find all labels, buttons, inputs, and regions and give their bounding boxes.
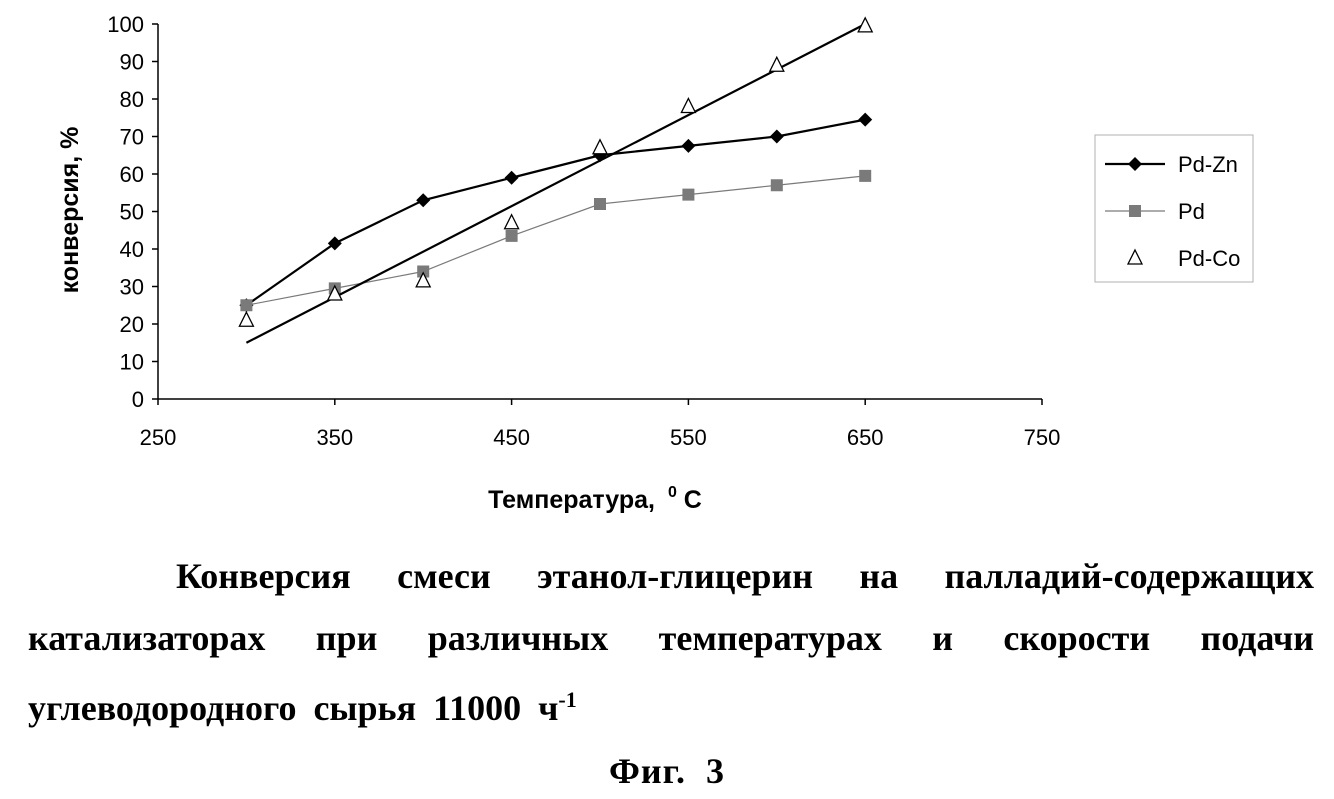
y-axis-title: конверсия, % <box>56 127 84 294</box>
marker-diamond <box>858 113 872 127</box>
y-tick-label: 70 <box>120 125 144 150</box>
y-tick-label: 90 <box>120 50 144 75</box>
marker-square <box>682 189 694 201</box>
legend-label: Pd-Zn <box>1178 152 1238 177</box>
y-tick-label: 100 <box>107 12 144 37</box>
series-layer <box>239 18 872 343</box>
x-tick-label: 650 <box>847 425 884 450</box>
marker-square <box>1129 205 1141 217</box>
x-axis-title-unit: C <box>684 486 702 514</box>
marker-square <box>240 299 252 311</box>
marker-triangle <box>681 99 695 113</box>
x-tick-label: 550 <box>670 425 707 450</box>
marker-triangle <box>239 312 253 326</box>
legend-label: Pd <box>1178 199 1205 224</box>
marker-diamond <box>505 171 519 185</box>
x-axis-title: Температура, 0 C <box>488 475 702 514</box>
figure-caption-sup: -1 <box>558 687 576 712</box>
y-tick-label: 30 <box>120 275 144 300</box>
y-tick-label: 20 <box>120 312 144 337</box>
series-pd-zn <box>239 113 872 313</box>
marker-square <box>594 198 606 210</box>
legend: Pd-Zn Pd Pd-Co <box>1095 135 1253 282</box>
marker-triangle <box>858 18 872 32</box>
x-tick-label: 450 <box>493 425 530 450</box>
x-axis: 250 350 450 550 650 750 <box>140 399 1061 450</box>
y-tick-label: 80 <box>120 87 144 112</box>
x-axis-title-text: Температура, <box>488 486 655 514</box>
x-tick-label: 350 <box>316 425 353 450</box>
figure-caption-text: Конверсия смеси этанол-глицерин на палла… <box>28 556 1314 728</box>
x-tick-label: 750 <box>1024 425 1061 450</box>
marker-triangle <box>593 140 607 154</box>
marker-triangle <box>770 57 784 71</box>
marker-triangle <box>505 215 519 229</box>
y-tick-label: 60 <box>120 162 144 187</box>
x-tick-label: 250 <box>140 425 177 450</box>
figure-label: Фиг. 3 <box>0 750 1334 792</box>
marker-square <box>506 230 518 242</box>
marker-diamond <box>770 130 784 144</box>
y-axis: 0 10 20 30 40 50 60 70 80 90 100 <box>107 12 158 412</box>
y-tick-label: 50 <box>120 200 144 225</box>
chart: 0 10 20 30 40 50 60 70 80 90 100 250 350 450 550 650 75… <box>0 0 1334 540</box>
marker-square <box>771 179 783 191</box>
y-tick-label: 40 <box>120 237 144 262</box>
legend-label: Pd-Co <box>1178 246 1240 271</box>
x-axis-title-sup: 0 <box>668 484 677 501</box>
figure-caption: Конверсия смеси этанол-глицерин на палла… <box>28 545 1314 739</box>
y-tick-label: 0 <box>132 387 144 412</box>
y-tick-label: 10 <box>120 350 144 375</box>
marker-diamond <box>328 236 342 250</box>
marker-square <box>859 170 871 182</box>
marker-diamond <box>416 193 430 207</box>
marker-diamond <box>681 139 695 153</box>
series-line <box>246 120 865 306</box>
